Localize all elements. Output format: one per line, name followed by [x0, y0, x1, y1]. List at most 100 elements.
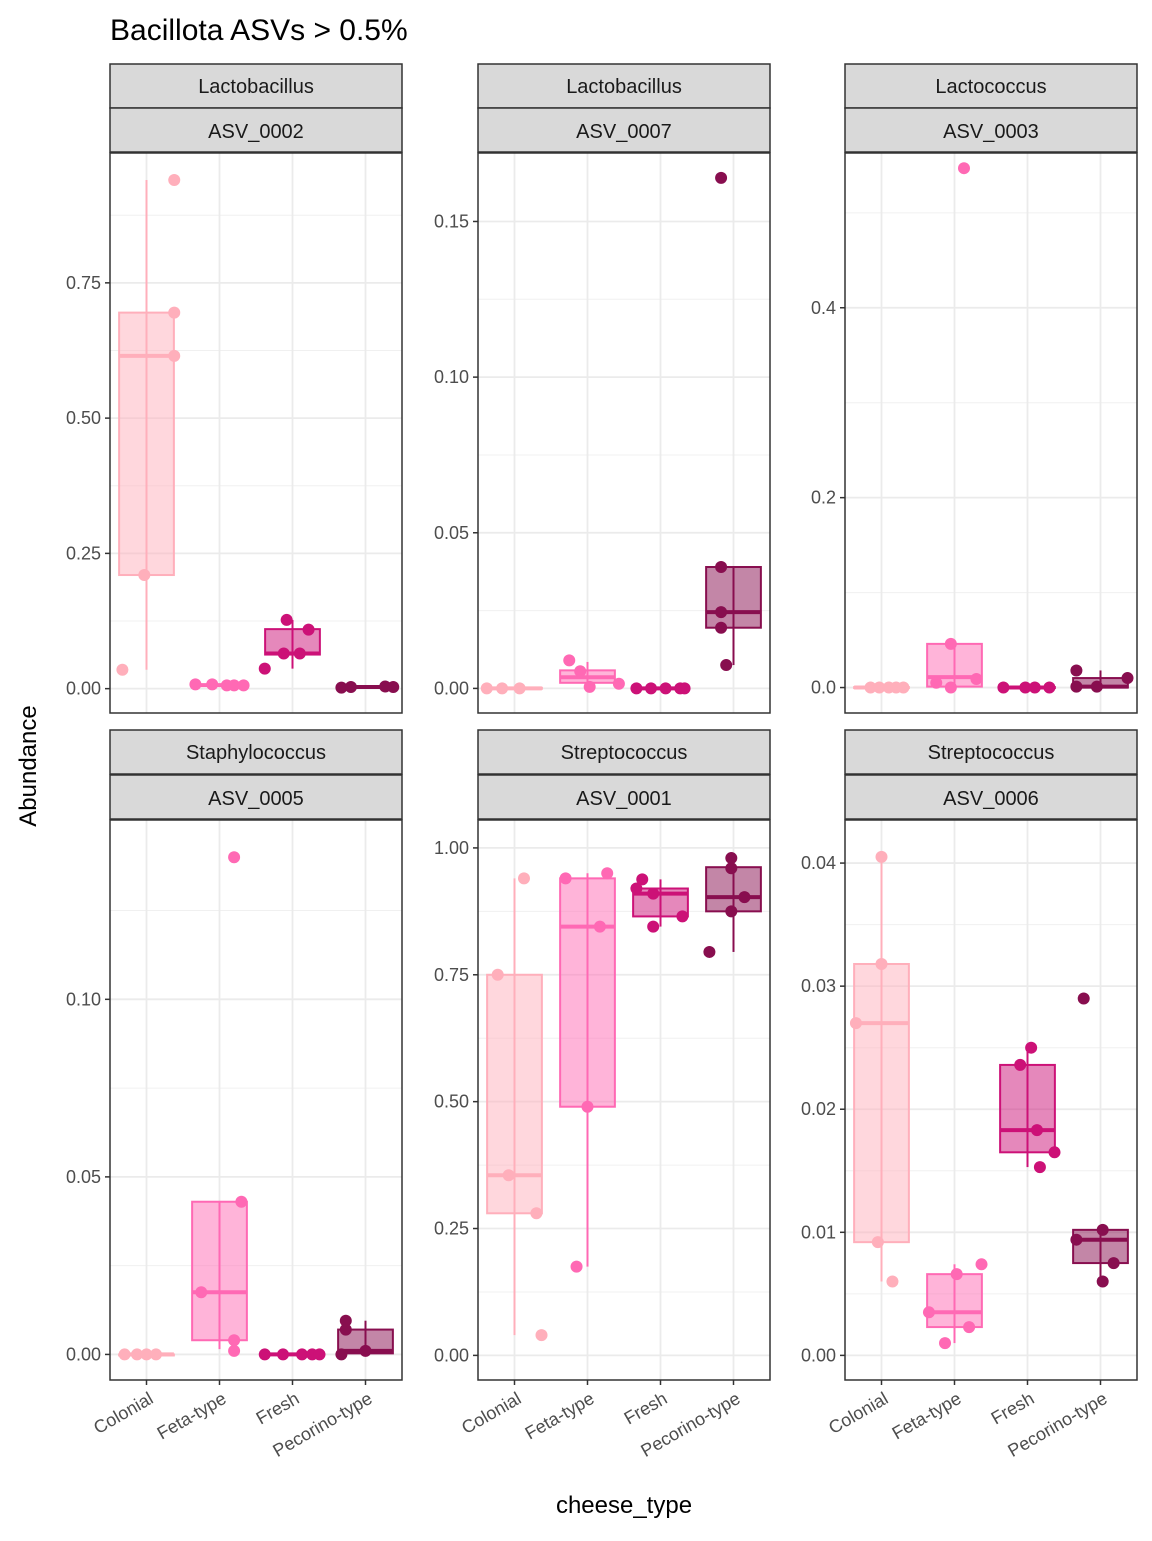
data-point — [563, 654, 576, 667]
strip-genus-label: Lactococcus — [935, 76, 1046, 98]
data-point — [517, 872, 530, 885]
data-point — [1096, 1223, 1109, 1236]
data-point — [944, 681, 957, 694]
data-point — [313, 1348, 326, 1361]
data-point — [1030, 1124, 1043, 1137]
box-colonial — [118, 180, 175, 670]
data-point — [1070, 1233, 1083, 1246]
data-point — [535, 1329, 548, 1342]
facet-asv-0006: Streptococcus ASV_0006 0.00 0.01 0.02 0.03 0.0… — [801, 729, 1138, 1461]
y-tick-label: 0.05 — [66, 1167, 101, 1187]
x-axis-title: cheese_type — [556, 1492, 692, 1519]
strip-asv — [477, 774, 771, 820]
data-point — [1025, 1041, 1038, 1054]
y-tick-label: 0.50 — [66, 408, 101, 428]
box-pecorino-type — [705, 566, 762, 666]
data-point — [875, 850, 888, 863]
data-point — [581, 1100, 594, 1113]
data-point — [715, 171, 728, 184]
data-point — [280, 613, 293, 626]
data-point — [944, 637, 957, 650]
data-point — [939, 1337, 952, 1350]
data-point — [228, 851, 241, 864]
data-point — [116, 663, 129, 676]
box-body — [705, 866, 762, 913]
data-point — [228, 1334, 241, 1347]
y-tick-label: 0.05 — [434, 523, 469, 543]
data-point — [1048, 1146, 1061, 1159]
y-tick-label: 0.00 — [66, 1344, 101, 1364]
strip-asv-label: ASV_0006 — [943, 788, 1039, 810]
data-point — [293, 647, 306, 660]
y-tick-label: 0.01 — [801, 1222, 836, 1242]
data-point — [335, 1348, 348, 1361]
data-point — [975, 1258, 988, 1271]
panel-border — [844, 152, 1138, 714]
data-point — [997, 681, 1010, 694]
y-tick-label: 0.75 — [66, 273, 101, 293]
data-point — [496, 682, 509, 695]
y-tick-label: 0.00 — [801, 1345, 836, 1365]
data-point — [168, 174, 181, 187]
panel-background — [845, 153, 1137, 713]
data-point — [168, 349, 181, 362]
facet-asv-0002: Lactobacillus ASV_0002 0.00 0.25 0.50 0.75 — [66, 63, 403, 714]
data-point — [725, 905, 738, 918]
data-point — [1014, 1058, 1027, 1071]
strip-asv-label: ASV_0001 — [576, 788, 672, 810]
strip-genus-label: Lactobacillus — [566, 76, 682, 98]
data-point — [168, 306, 181, 319]
data-point — [1107, 1257, 1120, 1270]
strip-asv — [844, 774, 1138, 820]
strip-asv — [477, 107, 771, 153]
data-point — [930, 676, 943, 689]
panel-border — [109, 819, 403, 1381]
data-point — [875, 958, 888, 970]
strip-asv-label: ASV_0005 — [208, 788, 304, 810]
data-point — [1028, 681, 1041, 694]
data-point — [725, 862, 738, 875]
data-point — [1096, 1275, 1109, 1288]
data-point — [480, 682, 493, 695]
data-point — [295, 1348, 308, 1361]
strip-asv — [109, 774, 403, 820]
data-point — [715, 621, 728, 634]
panel-background — [110, 820, 402, 1380]
box-body — [486, 973, 543, 1215]
data-point — [530, 1207, 543, 1220]
data-point — [849, 1017, 862, 1030]
y-tick-label: 0.4 — [811, 298, 836, 318]
data-point — [659, 682, 672, 695]
strip-genus — [109, 63, 403, 109]
strip-genus-label: Streptococcus — [928, 742, 1055, 764]
data-point — [513, 682, 526, 695]
box-colonial — [486, 878, 543, 1336]
box-body — [559, 877, 616, 1108]
strip-genus-label: Staphylococcus — [186, 742, 326, 764]
facet-asv-0007: Lactobacillus ASV_0007 0.00 0.05 0.10 0.15 — [434, 63, 771, 714]
data-point — [574, 665, 587, 678]
strip-genus-label: Streptococcus — [561, 742, 688, 764]
panel-border — [477, 152, 771, 714]
data-point — [1019, 681, 1032, 694]
data-point — [339, 1314, 352, 1327]
panel-border — [477, 819, 771, 1381]
strip-asv-label: ASV_0003 — [943, 121, 1039, 143]
data-point — [1090, 680, 1103, 693]
y-tick-label: 0.10 — [66, 989, 101, 1009]
data-point — [570, 1260, 583, 1273]
data-point — [645, 682, 658, 695]
data-point — [738, 891, 751, 904]
data-point — [138, 569, 151, 582]
data-point — [871, 1236, 884, 1249]
data-point — [195, 1286, 208, 1299]
data-point — [873, 681, 886, 694]
strip-asv — [109, 107, 403, 153]
y-tick-label: 0.25 — [434, 1219, 469, 1239]
data-point — [636, 873, 649, 886]
data-point — [387, 681, 400, 694]
data-point — [149, 1348, 162, 1361]
data-point — [676, 910, 689, 923]
data-point — [359, 1344, 372, 1357]
